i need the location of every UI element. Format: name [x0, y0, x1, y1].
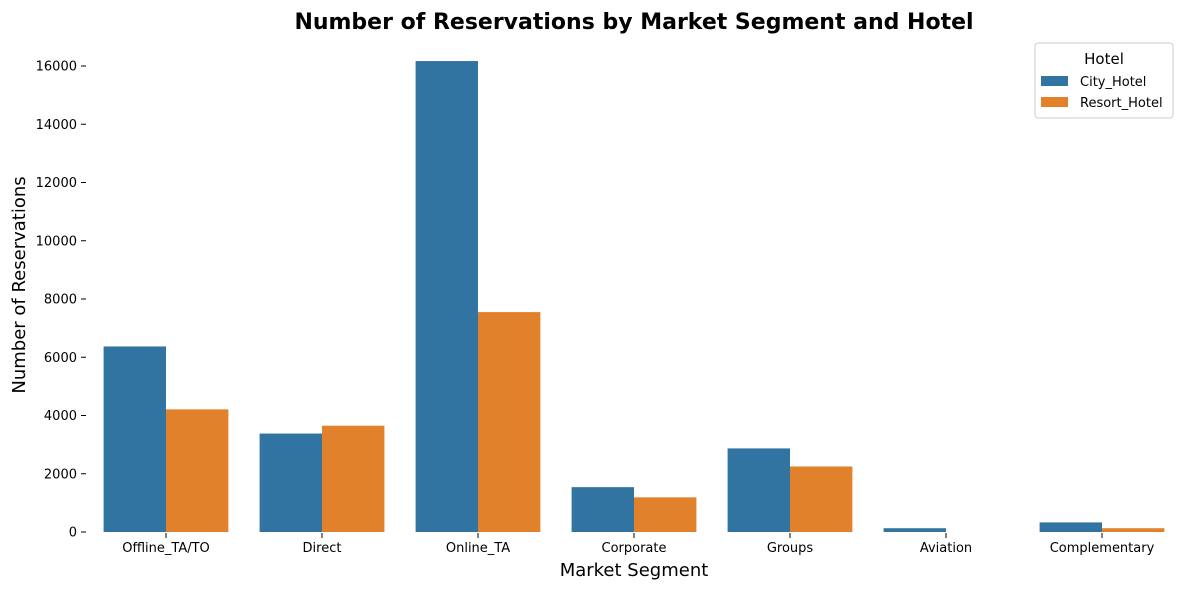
legend-frame [1034, 42, 1174, 119]
y-axis-label: Number of Reservations [9, 176, 30, 393]
legend-label-city-hotel: City_Hotel [1080, 75, 1146, 90]
bar-resort-hotel [790, 466, 853, 532]
x-axis-label: Market Segment [560, 560, 709, 581]
legend-swatch-city-hotel [1041, 76, 1068, 86]
bar-city-hotel [415, 61, 478, 533]
legend-swatch-resort-hotel [1041, 97, 1068, 107]
chart-title: Number of Reservations by Market Segment… [294, 10, 973, 35]
y-tick-label: 2000 [44, 467, 77, 482]
bar-resort-hotel [322, 425, 385, 532]
bar-resort-hotel [478, 312, 541, 532]
bar-city-hotel [103, 346, 166, 532]
y-tick-label: 6000 [44, 351, 77, 366]
y-axis: 0 2000 4000 6000 8000 10000 12000 14000 16000 [36, 60, 86, 541]
y-tick-label: 16000 [36, 60, 77, 75]
bar-city-hotel [727, 448, 790, 532]
y-tick-label: 8000 [44, 293, 77, 308]
y-tick-label: 14000 [36, 118, 77, 133]
legend: Hotel City_Hotel Resort_Hotel [1034, 42, 1174, 119]
bars-group [103, 61, 1165, 533]
x-tick-label: Complementary [1050, 541, 1155, 556]
y-tick-label: 4000 [44, 409, 77, 424]
bar-city-hotel [1039, 522, 1102, 532]
x-tick-label: Direct [303, 541, 342, 556]
legend-label-resort-hotel: Resort_Hotel [1080, 96, 1163, 111]
y-tick-label: 12000 [36, 176, 77, 191]
x-tick-label: Offline_TA/TO [122, 541, 210, 556]
x-tick-label: Groups [767, 541, 814, 556]
x-tick-label: Aviation [920, 541, 972, 556]
bar-city-hotel [259, 433, 322, 532]
bar-city-hotel [571, 487, 634, 532]
legend-title: Hotel [1084, 50, 1124, 68]
y-tick-label: 0 [69, 526, 77, 541]
y-tick-label: 10000 [36, 234, 77, 249]
x-axis: Offline_TA/TO Direct Online_TA Corporate Gro… [122, 533, 1155, 556]
bar-resort-hotel [166, 409, 229, 532]
bar-resort-hotel [634, 497, 697, 532]
x-tick-label: Corporate [602, 541, 667, 556]
bar-resort-hotel [1102, 528, 1165, 532]
x-tick-label: Online_TA [446, 541, 510, 556]
bar-city-hotel [883, 528, 946, 532]
